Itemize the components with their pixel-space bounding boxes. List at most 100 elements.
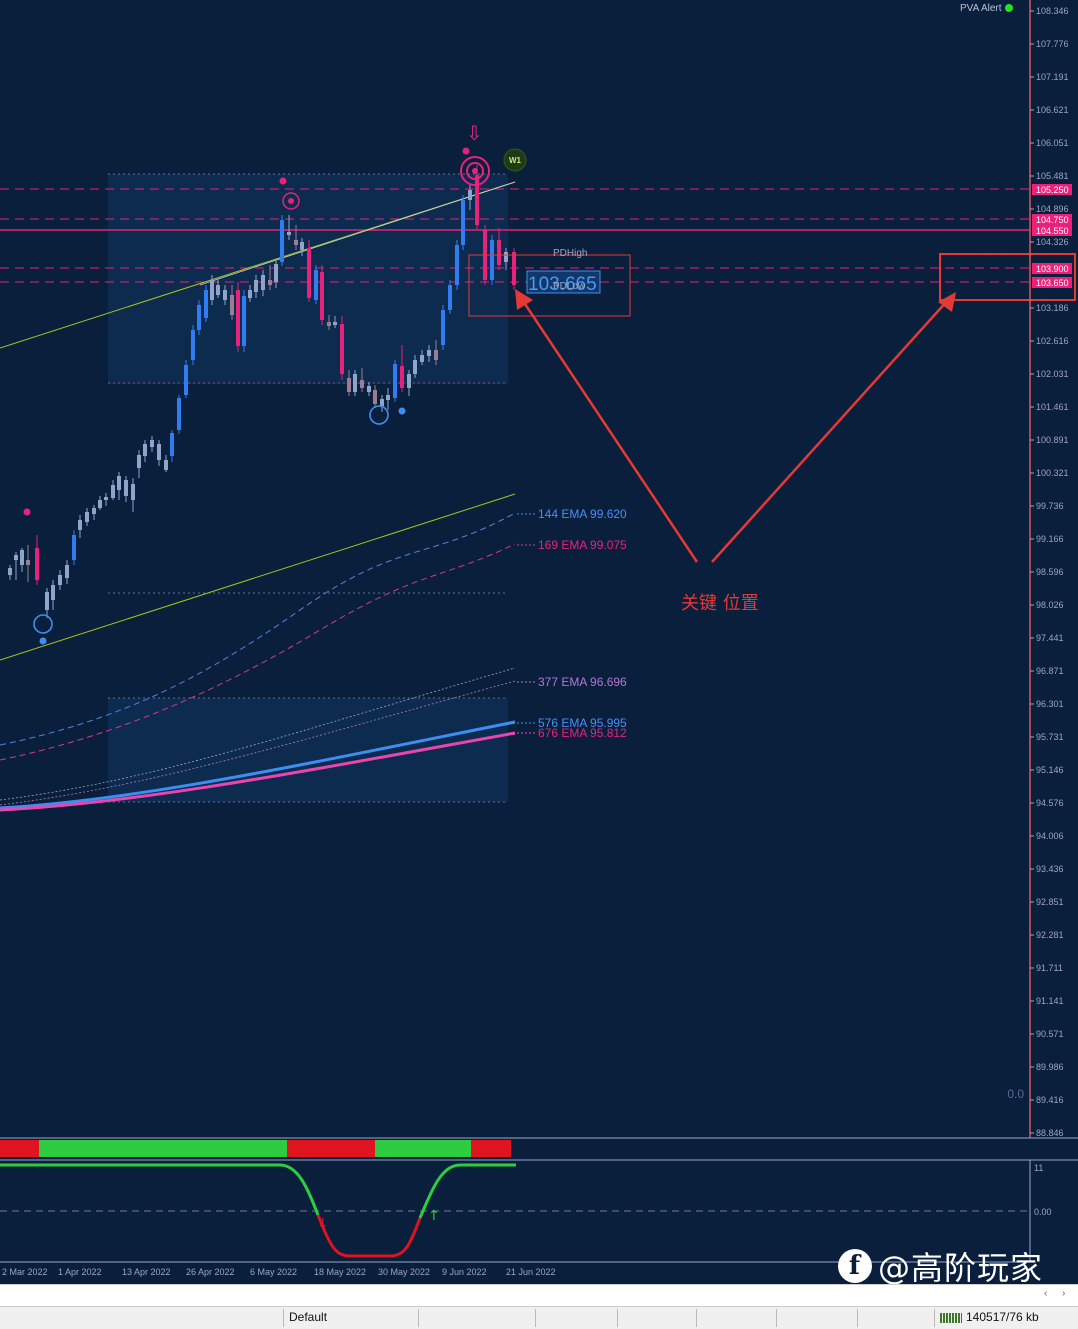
candle-body bbox=[216, 285, 220, 295]
sell-signal-icon bbox=[282, 192, 300, 210]
candle-body bbox=[170, 433, 174, 456]
candle-body bbox=[248, 290, 252, 298]
candle-body bbox=[274, 264, 278, 282]
candle-body bbox=[177, 398, 181, 430]
horizontal-scrollbar[interactable]: ‹ › bbox=[0, 1284, 1078, 1307]
candle-body bbox=[45, 592, 49, 610]
candle-body bbox=[490, 240, 494, 280]
indicator-zero-value: 0.00 bbox=[1034, 1207, 1052, 1217]
candle-body bbox=[360, 380, 364, 388]
price-highlight-label: 104.550 bbox=[1036, 226, 1069, 236]
time-tick: 9 Jun 2022 bbox=[442, 1267, 487, 1277]
price-tick: 94.006 bbox=[1036, 831, 1064, 841]
price-tick: 98.026 bbox=[1036, 600, 1064, 610]
price-tick: 100.891 bbox=[1036, 435, 1069, 445]
time-tick: 18 May 2022 bbox=[314, 1267, 366, 1277]
price-tick: 108.346 bbox=[1036, 6, 1069, 16]
candle-body bbox=[223, 290, 227, 300]
time-tick: 26 Apr 2022 bbox=[186, 1267, 235, 1277]
indicator-top-value: 11 bbox=[1034, 1163, 1043, 1173]
candle-body bbox=[254, 280, 258, 292]
time-tick: 6 May 2022 bbox=[250, 1267, 297, 1277]
ema-576-label: 576 EMA 95.995 bbox=[538, 716, 627, 730]
candle-body bbox=[51, 585, 55, 600]
candle-body bbox=[320, 272, 324, 320]
price-tick: 95.146 bbox=[1036, 765, 1064, 775]
right-value: 0.0 bbox=[1007, 1087, 1024, 1101]
candle-body bbox=[347, 378, 351, 392]
price-tick: 103.186 bbox=[1036, 303, 1069, 313]
candle-body bbox=[14, 555, 18, 560]
price-tick: 102.031 bbox=[1036, 369, 1069, 379]
watermark: f @高阶玩家 bbox=[838, 1246, 1044, 1287]
annotation-arrow-left bbox=[519, 297, 699, 563]
price-tick: 99.166 bbox=[1036, 534, 1064, 544]
candle-body bbox=[191, 330, 195, 360]
key-level-box bbox=[939, 253, 1076, 301]
price-axis: 108.346 107.776 107.191 106.621 106.051 105.4… bbox=[1030, 6, 1069, 1138]
price-tick: 100.321 bbox=[1036, 468, 1069, 478]
candle-body bbox=[413, 360, 417, 374]
price-tick: 99.736 bbox=[1036, 501, 1064, 511]
candle-body bbox=[204, 290, 208, 318]
time-tick: 2 Mar 2022 bbox=[2, 1267, 48, 1277]
price-tick: 97.441 bbox=[1036, 633, 1064, 643]
pva-alert[interactable]: PVA Alert bbox=[960, 3, 1013, 14]
pva-alert-label: PVA Alert bbox=[960, 3, 1002, 14]
watermark-text: @高阶玩家 bbox=[878, 1249, 1044, 1287]
scroll-left-icon[interactable]: ‹ bbox=[1044, 1288, 1048, 1299]
pd-low-label: PDLow bbox=[553, 281, 586, 292]
ema-676-label: 676 EMA 95.812 bbox=[538, 726, 627, 740]
candle-body bbox=[26, 560, 30, 565]
candle-body bbox=[92, 508, 96, 514]
svg-text:W1: W1 bbox=[509, 156, 522, 165]
strip-segment bbox=[0, 1140, 39, 1157]
candle-body bbox=[327, 322, 331, 326]
buy-signal-icon bbox=[369, 405, 389, 425]
ema-169-line bbox=[0, 543, 516, 761]
strip-segment bbox=[375, 1140, 471, 1157]
pd-high-label: PDHigh bbox=[553, 248, 587, 259]
candle-body bbox=[373, 390, 377, 404]
candle-body bbox=[294, 240, 298, 245]
candle-body bbox=[441, 310, 445, 345]
candle-body bbox=[512, 252, 516, 285]
candle-body bbox=[184, 365, 188, 395]
candle-body bbox=[455, 245, 459, 285]
price-tick: 90.571 bbox=[1036, 1029, 1064, 1039]
candle-body bbox=[314, 270, 318, 300]
candle-body bbox=[427, 350, 431, 356]
price-highlight-label: 103.650 bbox=[1036, 278, 1069, 288]
candle-body bbox=[143, 444, 147, 456]
candle-body bbox=[340, 324, 344, 374]
candle-body bbox=[504, 252, 508, 262]
scroll-right-icon[interactable]: › bbox=[1062, 1288, 1066, 1299]
oscillator-line bbox=[0, 1163, 320, 1216]
price-tick: 95.731 bbox=[1036, 732, 1064, 742]
ema-144-line bbox=[0, 512, 516, 746]
profile-name[interactable]: Default bbox=[289, 1310, 328, 1324]
candle-body bbox=[400, 366, 404, 388]
candle-body bbox=[236, 290, 240, 346]
candle-body bbox=[137, 455, 141, 468]
candle-body bbox=[164, 460, 168, 470]
ema-144-label: 144 EMA 99.620 bbox=[538, 507, 627, 521]
candle-body bbox=[117, 476, 121, 490]
candle-body bbox=[230, 295, 234, 315]
price-tick: 96.871 bbox=[1036, 666, 1064, 676]
price-tick: 106.621 bbox=[1036, 105, 1069, 115]
candle-body bbox=[280, 220, 284, 262]
time-tick: 30 May 2022 bbox=[378, 1267, 430, 1277]
sell-signal-icon bbox=[460, 156, 490, 186]
price-highlight-label: 105.250 bbox=[1036, 185, 1069, 195]
candle-body bbox=[307, 248, 311, 298]
candle-body bbox=[461, 200, 465, 245]
ema-576-line bbox=[0, 720, 516, 810]
candle-body bbox=[468, 190, 472, 200]
candle-body bbox=[407, 374, 411, 388]
price-tick: 98.596 bbox=[1036, 567, 1064, 577]
trend-strip bbox=[0, 1140, 511, 1157]
ema-676-line bbox=[0, 731, 516, 812]
